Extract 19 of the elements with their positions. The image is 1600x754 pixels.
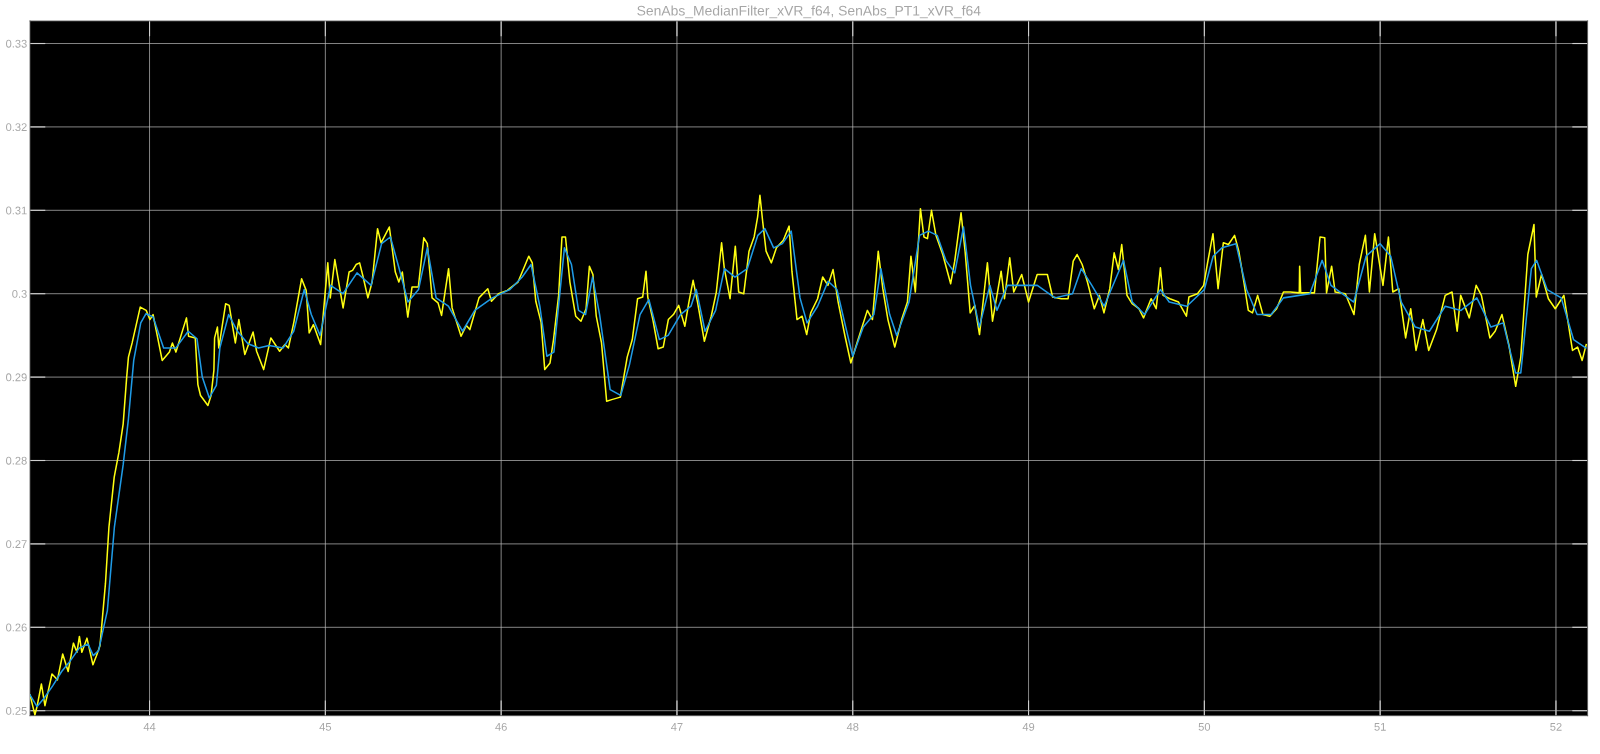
y-tick-label: 0.31: [6, 206, 27, 215]
y-tick-label: 0.32: [6, 123, 27, 132]
chart-title: SenAbs_MedianFilter_xVR_f64, SenAbs_PT1_xVR_f64: [637, 5, 981, 19]
y-tick-label: 0.25: [6, 706, 27, 715]
x-tick-label: 47: [671, 723, 683, 731]
y-tick-label: 0.28: [6, 456, 27, 465]
y-tick-label: 0.27: [6, 540, 27, 549]
x-tick-label: 45: [319, 723, 332, 731]
x-tick-label: 52: [1550, 722, 1562, 731]
y-tick-label: 0.26: [6, 623, 27, 632]
x-tick-label: 46: [495, 722, 507, 731]
x-tick-label: 49: [1022, 722, 1035, 731]
x-tick-label: 50: [1198, 722, 1211, 731]
x-tick-label: 51: [1374, 723, 1386, 731]
x-tick-label: 44: [143, 723, 156, 731]
y-tick-label: 0.3: [12, 289, 27, 298]
y-tick-label: 0.29: [6, 373, 27, 382]
x-tick-label: 48: [846, 722, 859, 731]
y-tick-label: 0.33: [6, 39, 27, 48]
